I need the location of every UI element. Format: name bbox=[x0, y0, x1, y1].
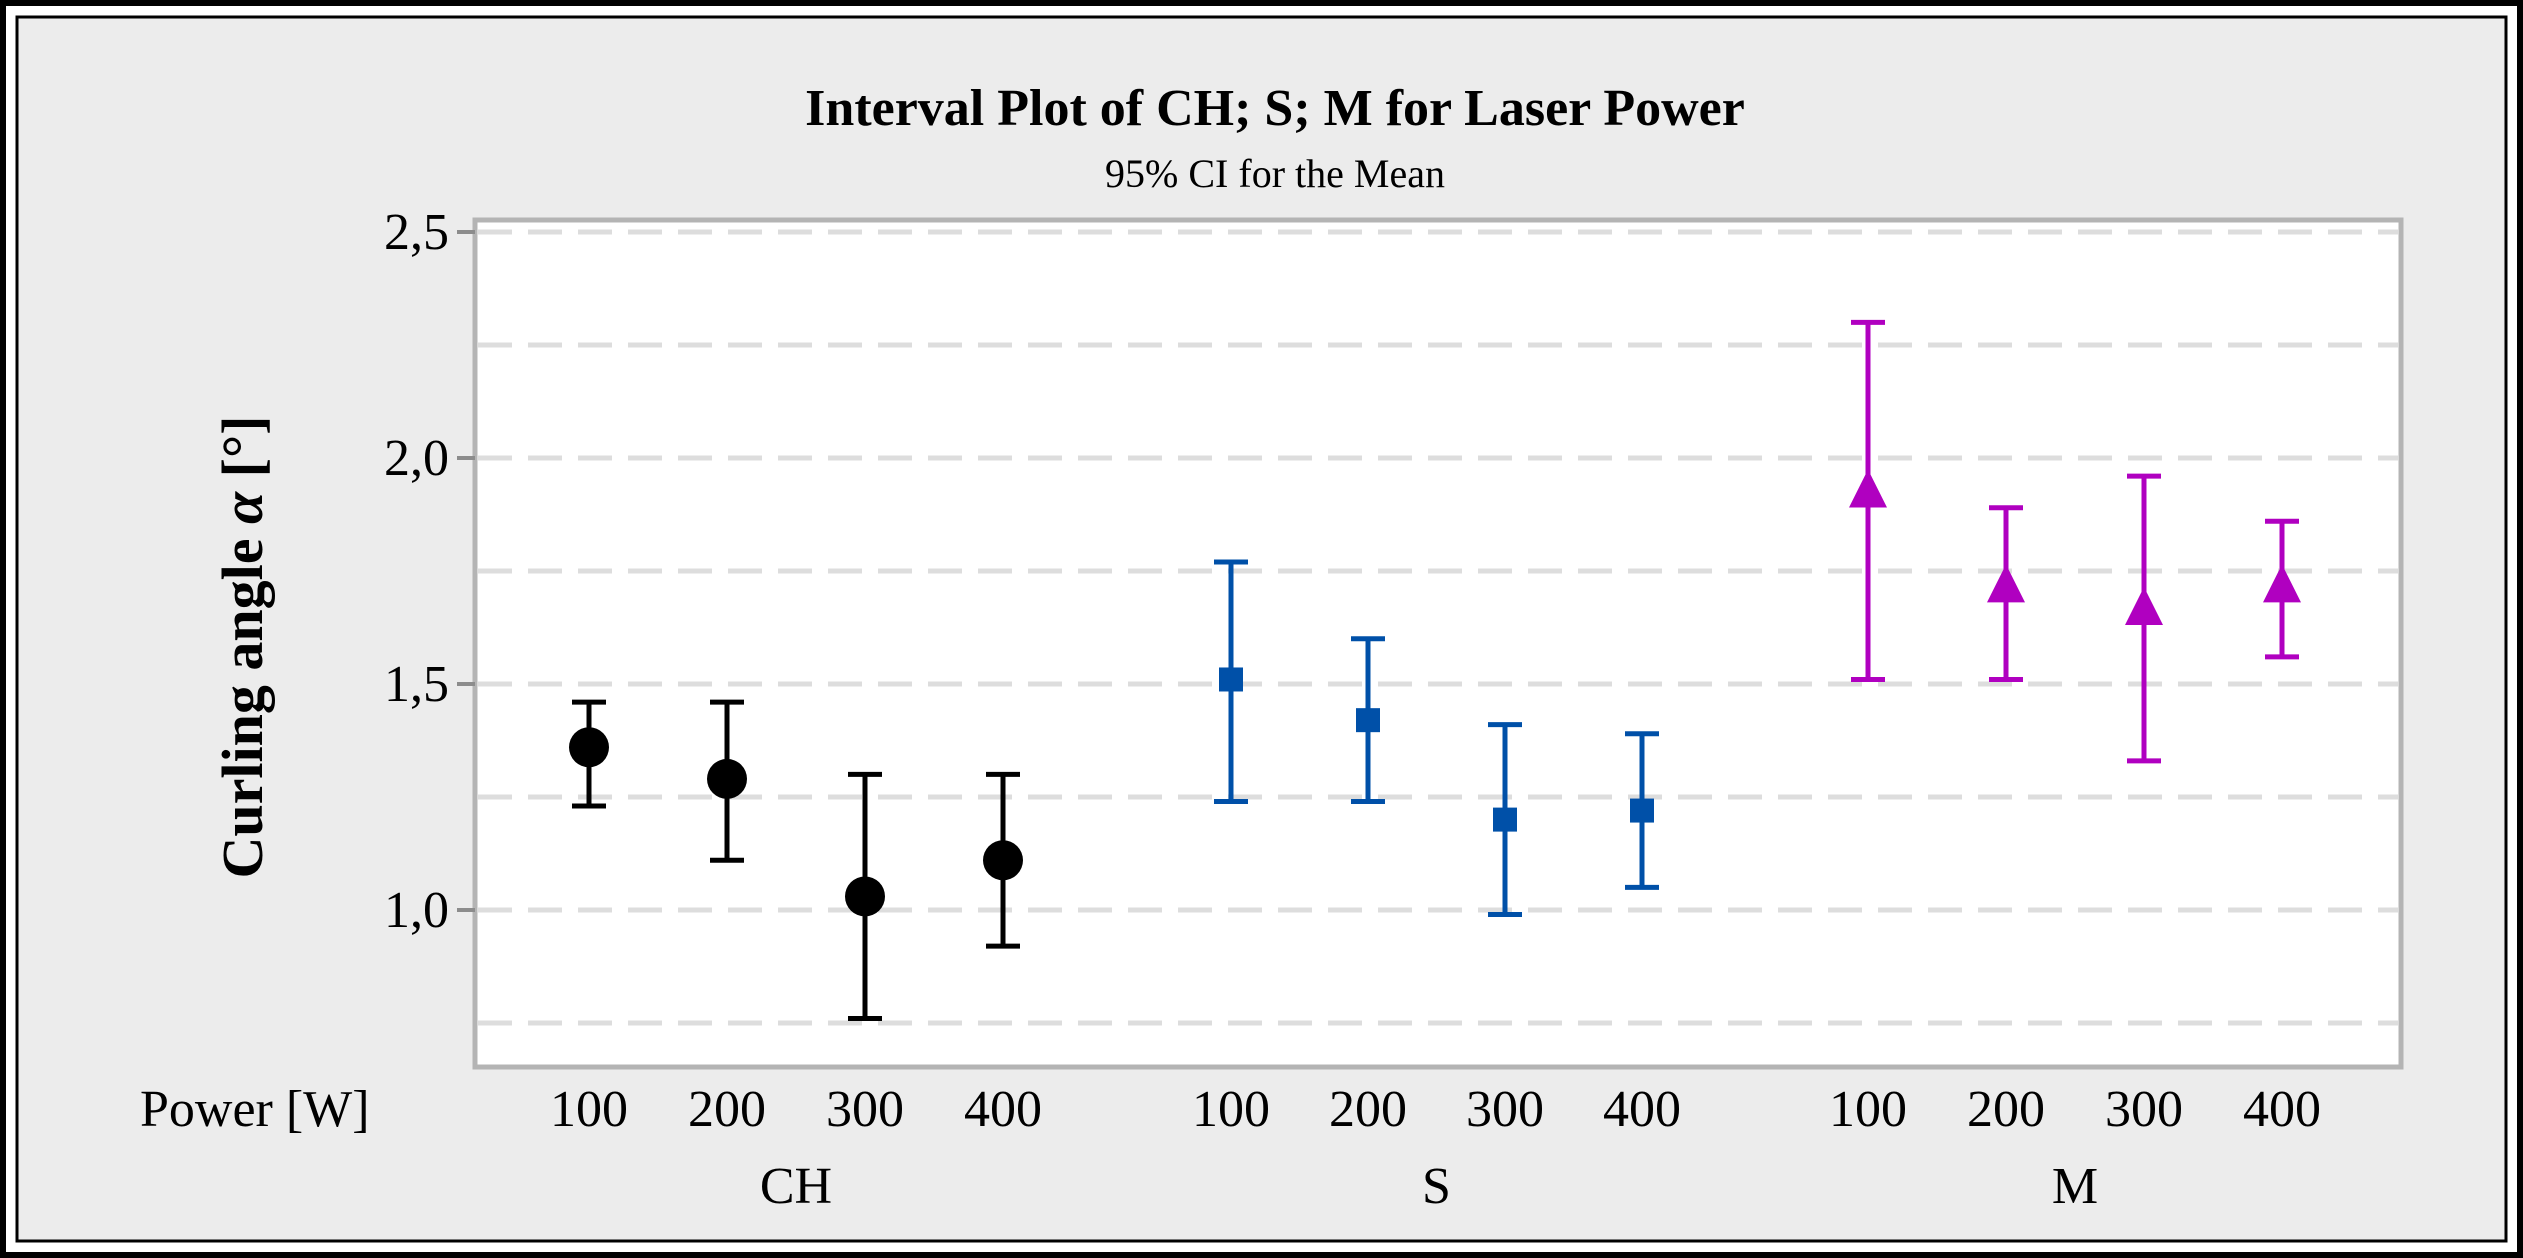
mean-marker-triangle bbox=[1849, 469, 1887, 508]
series-M bbox=[1849, 319, 2301, 764]
y-tick-label: 2,5 bbox=[384, 204, 449, 261]
mean-marker-circle bbox=[983, 840, 1023, 881]
series-layer bbox=[569, 319, 2301, 1021]
x-tick-label-power: 100 bbox=[1192, 1081, 1270, 1138]
y-tick-label: 1,0 bbox=[384, 882, 449, 939]
x-group-label-S: S bbox=[1422, 1158, 1451, 1215]
x-tick-label-power: 100 bbox=[550, 1081, 628, 1138]
y-axis-label-main: Curling angle bbox=[210, 524, 275, 879]
mean-marker-square bbox=[1493, 807, 1517, 832]
x-tick-label-power: 300 bbox=[826, 1081, 904, 1138]
x-tick-label-power: 100 bbox=[1829, 1081, 1907, 1138]
series-S bbox=[1214, 559, 1659, 918]
x-tick-label-power: 200 bbox=[1967, 1081, 2045, 1138]
mean-marker-square bbox=[1630, 798, 1654, 823]
y-axis-label-unit: [°] bbox=[210, 416, 275, 492]
x-group-label-M: M bbox=[2052, 1158, 2098, 1215]
mean-marker-triangle bbox=[2263, 564, 2301, 603]
x-tick-label-power: 300 bbox=[2105, 1081, 2183, 1138]
gridlines bbox=[478, 229, 2398, 1026]
y-tick-label: 2,0 bbox=[384, 430, 449, 487]
x-tick-label-power: 200 bbox=[688, 1081, 766, 1138]
mean-marker-circle bbox=[845, 876, 885, 917]
mean-marker-square bbox=[1356, 708, 1380, 733]
mean-marker-square bbox=[1219, 667, 1243, 692]
y-axis: 1,0 1,5 2,0 2,5 bbox=[384, 204, 475, 939]
x-axis-label: Power [W] bbox=[140, 1081, 370, 1138]
x-axis: 100 200 300 400 CH 100 200 300 400 S 100 200 300 400 M bbox=[550, 1081, 2321, 1215]
y-axis-label: Curling angle α [°] bbox=[210, 416, 275, 879]
plot-area bbox=[472, 217, 2404, 1070]
x-tick-label-power: 400 bbox=[2243, 1081, 2321, 1138]
x-tick-label-power: 300 bbox=[1466, 1081, 1544, 1138]
mean-marker-circle bbox=[569, 727, 609, 768]
chart-subtitle: 95% CI for the Mean bbox=[1105, 151, 1445, 196]
series-CH bbox=[569, 699, 1023, 1021]
x-tick-label-power: 400 bbox=[964, 1081, 1042, 1138]
x-tick-label-power: 400 bbox=[1603, 1081, 1681, 1138]
mean-marker-triangle bbox=[2125, 586, 2163, 625]
x-tick-label-power: 200 bbox=[1329, 1081, 1407, 1138]
y-axis-label-symbol: α bbox=[210, 491, 275, 524]
y-tick-label: 1,5 bbox=[384, 656, 449, 713]
x-group-label-CH: CH bbox=[760, 1158, 832, 1215]
chart-title: Interval Plot of CH; S; M for Laser Powe… bbox=[805, 80, 1745, 137]
mean-marker-circle bbox=[707, 758, 747, 799]
mean-marker-triangle bbox=[1987, 564, 2025, 603]
